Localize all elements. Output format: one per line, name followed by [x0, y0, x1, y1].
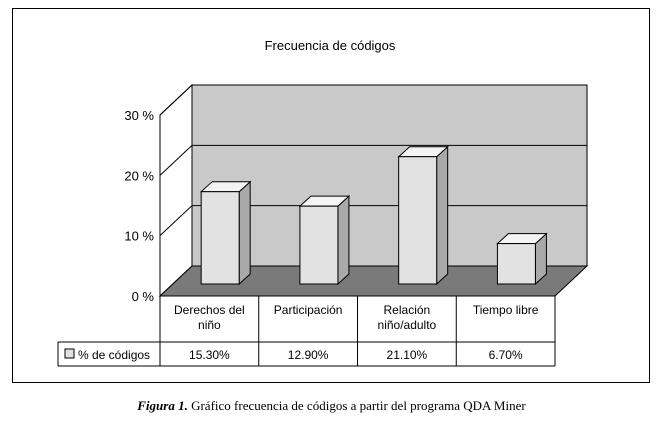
bar-chart: Frecuencia de códigos 0 % 10 % 20 % 30 % De… — [57, 38, 589, 367]
chart-floor — [158, 265, 589, 297]
category-label: Participación — [274, 303, 343, 317]
gridline-side — [159, 205, 193, 237]
category-label: niño/adulto — [378, 318, 437, 332]
chart-title: Frecuencia de códigos — [265, 38, 396, 53]
gridline-side — [159, 84, 193, 116]
bar — [299, 205, 339, 285]
y-tick-label: 0 % — [132, 289, 155, 304]
value-label: 6.70% — [489, 348, 523, 362]
value-label: 21.10% — [387, 348, 428, 362]
bar — [398, 156, 438, 285]
legend-swatch — [64, 348, 75, 359]
y-axis: 0 % 10 % 20 % 30 % — [124, 108, 154, 304]
chart-side-wall — [159, 83, 193, 298]
plot-area — [158, 83, 589, 298]
bar-side — [238, 180, 251, 286]
figure-frame — [12, 8, 650, 383]
value-label: 12.90% — [288, 348, 329, 362]
bar-side — [436, 145, 449, 286]
category-label: Relación — [384, 303, 431, 317]
y-tick-label: 30 % — [124, 108, 154, 123]
y-tick-label: 10 % — [124, 229, 154, 244]
legend-label: % de códigos — [78, 348, 150, 362]
bar — [496, 243, 536, 285]
figure-caption: Figura 1. Gráfico frecuencia de códigos … — [0, 398, 663, 414]
bar-side — [337, 195, 350, 286]
value-label: 15.30% — [189, 348, 230, 362]
category-label: Tiempo libre — [473, 303, 539, 317]
caption-label: Figura 1. — [137, 398, 188, 413]
gridline-side — [159, 144, 193, 176]
y-tick-label: 20 % — [124, 168, 154, 183]
category-label: Derechos del — [174, 303, 245, 317]
bar — [200, 191, 240, 285]
category-label: niño — [198, 318, 221, 332]
caption-text: Gráfico frecuencia de códigos a partir d… — [191, 398, 526, 413]
